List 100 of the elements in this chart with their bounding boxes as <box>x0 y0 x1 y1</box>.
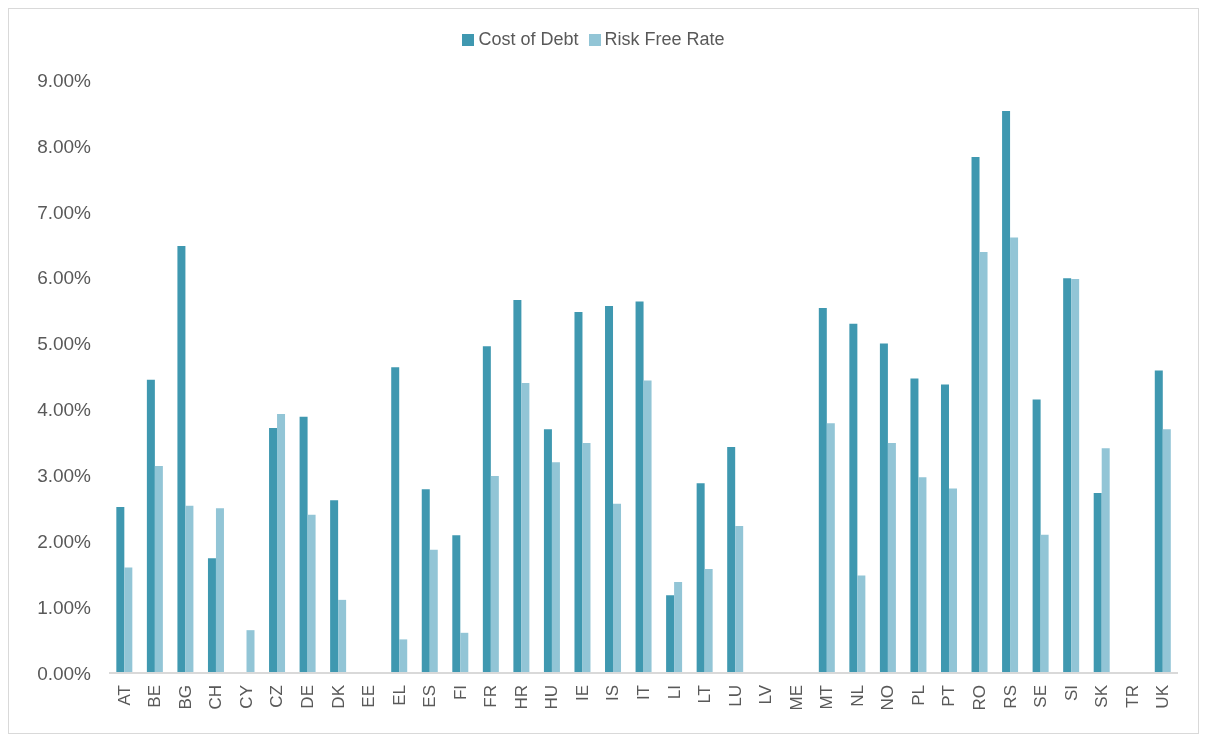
x-tick-label: UK <box>1153 684 1173 709</box>
bar <box>826 423 835 673</box>
bar <box>551 462 560 673</box>
x-tick-label: HR <box>511 685 531 710</box>
bar <box>124 567 133 673</box>
x-tick-label: TR <box>1122 685 1142 708</box>
x-tick-label: MT <box>817 685 837 710</box>
x-tick-label: EL <box>389 685 409 706</box>
x-tick-label: DE <box>298 685 318 709</box>
bar <box>1093 493 1102 673</box>
bar <box>857 575 866 673</box>
bar <box>643 380 652 673</box>
bar <box>521 383 530 673</box>
bar <box>582 443 591 673</box>
x-tick-label: LV <box>756 684 776 705</box>
x-tick-label: HU <box>542 685 562 710</box>
y-tick-label: 9.00% <box>37 69 92 91</box>
y-tick-label: 8.00% <box>37 135 92 157</box>
x-tick-label: FR <box>481 685 501 708</box>
x-tick-label: DK <box>328 684 348 709</box>
bar <box>391 367 400 673</box>
bar <box>482 346 491 673</box>
x-tick-label: RS <box>1000 685 1020 709</box>
bar <box>543 429 552 673</box>
bar <box>399 639 408 673</box>
bar <box>421 489 430 673</box>
bar <box>299 416 308 673</box>
bar <box>215 508 224 673</box>
bar <box>1032 399 1041 673</box>
bar <box>674 582 683 673</box>
x-tick-label: FI <box>450 685 470 701</box>
bar <box>879 343 888 673</box>
x-tick-label: RO <box>969 685 989 711</box>
y-tick-label: 2.00% <box>37 530 92 552</box>
x-tick-label: LT <box>695 685 715 704</box>
bar <box>177 246 186 673</box>
x-tick-label: NO <box>878 685 898 711</box>
y-tick-label: 7.00% <box>37 201 92 223</box>
bar <box>704 568 713 673</box>
bar <box>330 500 339 673</box>
y-tick-label: 4.00% <box>37 399 92 421</box>
bar <box>818 307 827 673</box>
bar <box>918 477 927 673</box>
bar <box>1071 278 1080 673</box>
x-tick-label: BE <box>145 685 165 708</box>
bar <box>307 514 316 673</box>
y-tick-label: 3.00% <box>37 465 92 487</box>
bar <box>1010 237 1019 673</box>
bar <box>1101 448 1110 673</box>
bar <box>735 526 744 673</box>
bar <box>727 447 736 673</box>
x-tick-label: CZ <box>267 685 287 708</box>
bar <box>269 427 278 673</box>
bar <box>605 306 614 673</box>
bar <box>429 549 438 673</box>
x-tick-label: LU <box>725 685 745 707</box>
bar <box>185 505 194 673</box>
bar <box>277 414 286 673</box>
bar <box>971 157 980 673</box>
y-tick-label: 0.00% <box>37 662 92 684</box>
x-tick-label: PT <box>939 685 959 707</box>
x-tick-label: ES <box>420 685 440 708</box>
x-tick-label: IT <box>634 685 653 701</box>
bar <box>666 595 675 673</box>
x-tick-label: LI <box>664 685 684 700</box>
bar <box>116 506 125 673</box>
bar <box>1162 429 1171 673</box>
y-tick-label: 1.00% <box>37 596 92 618</box>
bar <box>940 384 949 673</box>
bar <box>979 251 988 673</box>
y-tick-label: 5.00% <box>37 333 92 355</box>
x-tick-label: NL <box>847 685 867 707</box>
x-tick-label: PL <box>908 685 928 706</box>
bar <box>207 558 216 673</box>
bar <box>948 488 957 673</box>
x-tick-label: EE <box>359 685 379 708</box>
x-tick-label: ME <box>786 685 806 711</box>
bar <box>613 503 622 673</box>
x-tick-label: SK <box>1092 684 1112 708</box>
bar <box>246 630 255 673</box>
bar <box>1063 278 1072 673</box>
x-tick-label: AT <box>114 685 134 706</box>
bar <box>452 535 461 673</box>
x-tick-label: IS <box>603 685 623 702</box>
x-tick-label: SE <box>1031 685 1051 708</box>
bar <box>154 466 163 673</box>
x-tick-label: CY <box>236 685 256 709</box>
x-tick-label: SI <box>1061 685 1081 702</box>
bar <box>1002 110 1011 673</box>
y-tick-label: 6.00% <box>37 267 92 289</box>
bar <box>146 379 155 673</box>
bar <box>490 475 499 673</box>
bar <box>635 301 644 673</box>
bar <box>1040 534 1049 673</box>
legend-label: Cost of Debt <box>478 29 579 49</box>
bar <box>1154 370 1163 673</box>
bar <box>460 632 469 673</box>
bar <box>849 323 858 673</box>
x-tick-label: CH <box>206 685 226 710</box>
x-tick-label: IE <box>572 685 592 702</box>
